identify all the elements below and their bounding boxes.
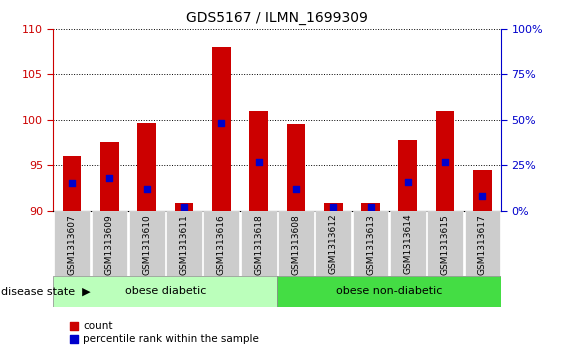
Text: obese non-diabetic: obese non-diabetic xyxy=(336,286,443,296)
Bar xyxy=(473,170,491,211)
Point xyxy=(105,175,114,181)
Bar xyxy=(399,140,417,211)
Point xyxy=(254,159,263,164)
Bar xyxy=(137,122,156,211)
Point xyxy=(366,204,375,210)
FancyBboxPatch shape xyxy=(390,211,426,276)
FancyBboxPatch shape xyxy=(53,276,278,307)
Text: GSM1313608: GSM1313608 xyxy=(292,214,301,274)
Point xyxy=(478,193,487,199)
Point xyxy=(403,179,412,184)
Point xyxy=(292,186,301,192)
Point xyxy=(217,121,226,126)
Text: disease state  ▶: disease state ▶ xyxy=(1,286,91,297)
Text: GSM1313610: GSM1313610 xyxy=(142,214,151,274)
Text: GSM1313618: GSM1313618 xyxy=(254,214,263,274)
Bar xyxy=(63,156,82,211)
Point xyxy=(329,204,338,210)
FancyBboxPatch shape xyxy=(129,211,164,276)
FancyBboxPatch shape xyxy=(54,211,90,276)
Bar xyxy=(436,111,454,211)
Bar xyxy=(324,203,342,211)
Bar xyxy=(249,111,268,211)
Text: GSM1313615: GSM1313615 xyxy=(441,214,450,274)
FancyBboxPatch shape xyxy=(166,211,202,276)
Point xyxy=(180,204,189,210)
Point xyxy=(68,180,77,186)
Text: GSM1313613: GSM1313613 xyxy=(366,214,375,274)
Legend: count, percentile rank within the sample: count, percentile rank within the sample xyxy=(70,321,260,344)
FancyBboxPatch shape xyxy=(241,211,276,276)
Bar xyxy=(287,124,305,211)
Text: GSM1313617: GSM1313617 xyxy=(478,214,487,274)
Bar xyxy=(212,47,231,211)
Bar xyxy=(175,203,193,211)
FancyBboxPatch shape xyxy=(315,211,351,276)
FancyBboxPatch shape xyxy=(278,276,501,307)
FancyBboxPatch shape xyxy=(203,211,239,276)
Text: GSM1313616: GSM1313616 xyxy=(217,214,226,274)
Title: GDS5167 / ILMN_1699309: GDS5167 / ILMN_1699309 xyxy=(186,11,368,25)
Point xyxy=(441,159,450,164)
Text: GSM1313607: GSM1313607 xyxy=(68,214,77,274)
Bar xyxy=(100,142,119,211)
Text: GSM1313609: GSM1313609 xyxy=(105,214,114,274)
FancyBboxPatch shape xyxy=(278,211,314,276)
Text: GSM1313611: GSM1313611 xyxy=(180,214,189,274)
FancyBboxPatch shape xyxy=(427,211,463,276)
FancyBboxPatch shape xyxy=(92,211,127,276)
Point xyxy=(142,186,151,192)
Text: GSM1313614: GSM1313614 xyxy=(403,214,412,274)
Text: obese diabetic: obese diabetic xyxy=(124,286,206,296)
Bar xyxy=(361,203,380,211)
Text: GSM1313612: GSM1313612 xyxy=(329,214,338,274)
FancyBboxPatch shape xyxy=(464,211,501,276)
FancyBboxPatch shape xyxy=(352,211,388,276)
